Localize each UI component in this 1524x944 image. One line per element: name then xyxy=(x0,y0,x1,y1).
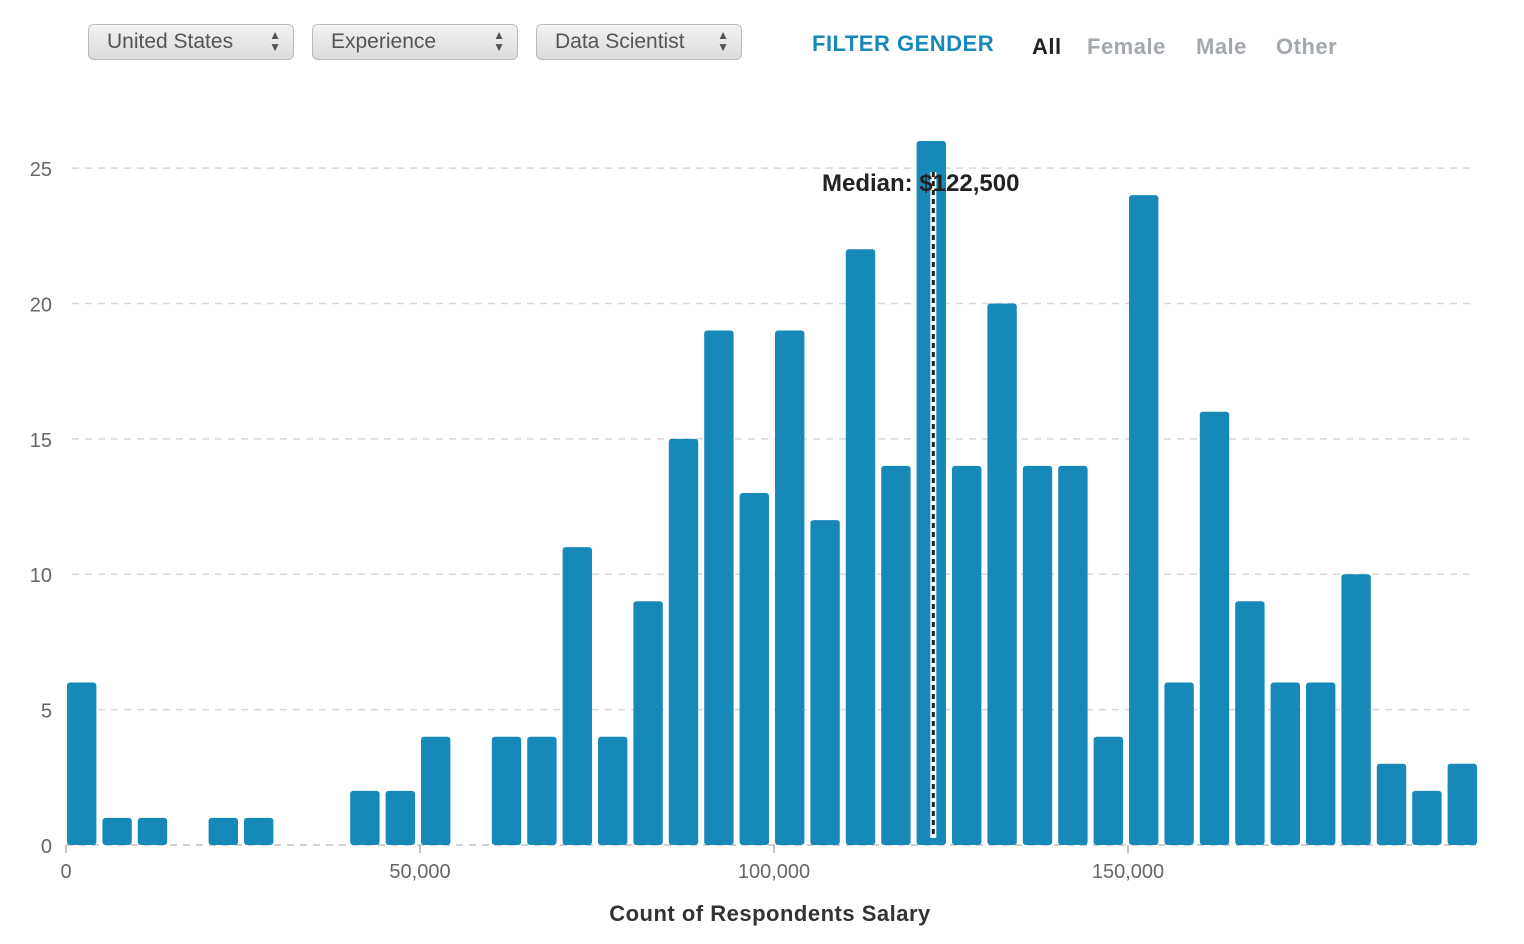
gender-option-male[interactable]: Male xyxy=(1196,34,1247,59)
histogram-bar xyxy=(1129,195,1159,846)
histogram-bar xyxy=(385,790,415,845)
histogram-bar xyxy=(1199,411,1230,845)
role-select[interactable]: Data Scientist ▲ ▼ xyxy=(536,24,742,60)
histogram-bar xyxy=(67,682,97,845)
group-by-select-value: Experience xyxy=(331,30,437,53)
histogram-bar xyxy=(350,790,380,845)
y-tick-label: 10 xyxy=(30,565,52,587)
histogram-bar xyxy=(1341,574,1371,845)
histogram-bar xyxy=(810,520,840,845)
histogram-bar xyxy=(633,601,663,845)
histogram-bar xyxy=(102,817,132,845)
select-arrows-icon: ▲ ▼ xyxy=(493,28,505,54)
country-select-value: United States xyxy=(107,30,234,53)
histogram-bar xyxy=(952,465,982,845)
x-tick-label: 0 xyxy=(60,861,71,883)
gender-option-other[interactable]: Other xyxy=(1276,34,1338,59)
histogram-bar xyxy=(1235,601,1265,845)
group-by-select[interactable]: Experience ▲ ▼ xyxy=(312,24,518,60)
y-tick-label: 5 xyxy=(41,701,52,723)
histogram-bar xyxy=(1022,465,1053,845)
histogram-bar xyxy=(1270,682,1300,845)
y-tick-label: 20 xyxy=(30,294,52,316)
x-tick-label: 100,000 xyxy=(738,861,810,883)
histogram-bar xyxy=(598,736,628,845)
histogram-bar xyxy=(881,465,911,845)
filter-gender-heading: FILTER GENDER xyxy=(812,31,995,56)
x-tick-label: 150,000 xyxy=(1092,861,1164,883)
median-label: Median: $122,500 xyxy=(822,170,1019,197)
histogram-bar xyxy=(1447,763,1477,845)
histogram-bar xyxy=(491,736,522,845)
select-arrows-icon: ▲ ▼ xyxy=(269,28,281,54)
histogram-bar xyxy=(208,817,238,845)
histogram-bar xyxy=(739,493,769,845)
gender-option-all[interactable]: All xyxy=(1032,34,1062,59)
histogram-bar xyxy=(421,736,451,845)
histogram-bar xyxy=(1306,682,1336,845)
y-tick-label: 15 xyxy=(30,430,52,452)
histogram-bar xyxy=(704,330,734,845)
histogram-bar xyxy=(244,817,274,845)
histogram-bar xyxy=(845,249,876,846)
role-select-value: Data Scientist xyxy=(555,30,685,53)
histogram-bar xyxy=(1093,736,1123,845)
histogram-bar xyxy=(1412,790,1442,845)
histogram-bar xyxy=(137,817,168,845)
histogram-bar xyxy=(775,330,805,845)
histogram-bar xyxy=(668,438,699,845)
histogram-bar xyxy=(1164,682,1194,845)
gender-option-female[interactable]: Female xyxy=(1087,34,1166,59)
country-select[interactable]: United States ▲ ▼ xyxy=(88,24,294,60)
y-tick-label: 25 xyxy=(30,159,52,181)
x-axis-label: Count of Respondents Salary xyxy=(609,901,931,926)
histogram-bar xyxy=(1058,465,1088,845)
x-tick-label: 50,000 xyxy=(389,861,450,883)
histogram-bar xyxy=(527,736,557,845)
y-tick-label: 0 xyxy=(41,836,52,858)
select-arrows-icon: ▲ ▼ xyxy=(717,28,729,54)
histogram-bar xyxy=(1376,763,1407,845)
histogram-bar xyxy=(987,303,1017,845)
histogram-bar xyxy=(562,547,592,845)
